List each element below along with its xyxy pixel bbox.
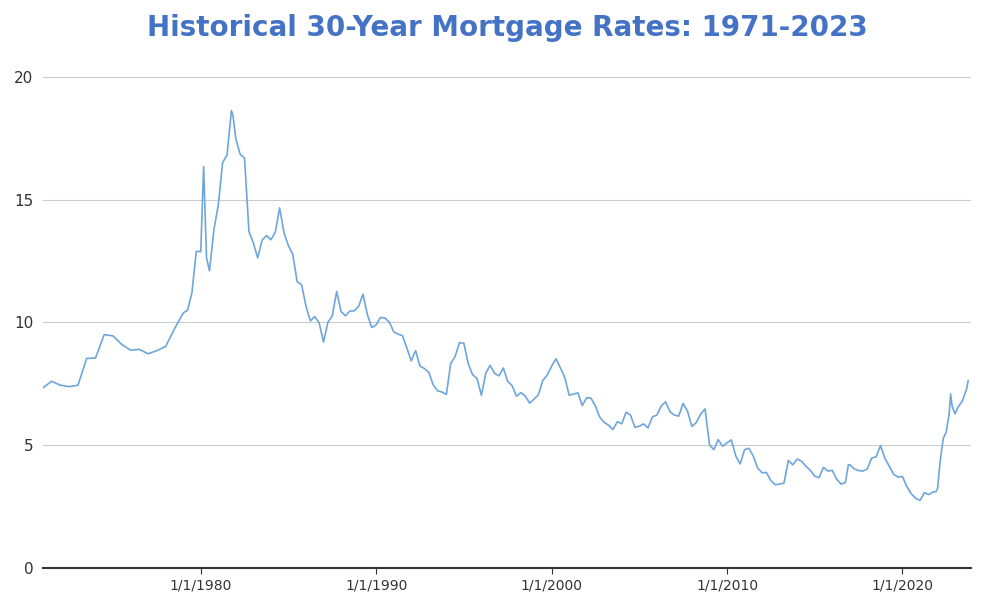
Title: Historical 30-Year Mortgage Rates: 1971-2023: Historical 30-Year Mortgage Rates: 1971-… [147, 14, 868, 42]
